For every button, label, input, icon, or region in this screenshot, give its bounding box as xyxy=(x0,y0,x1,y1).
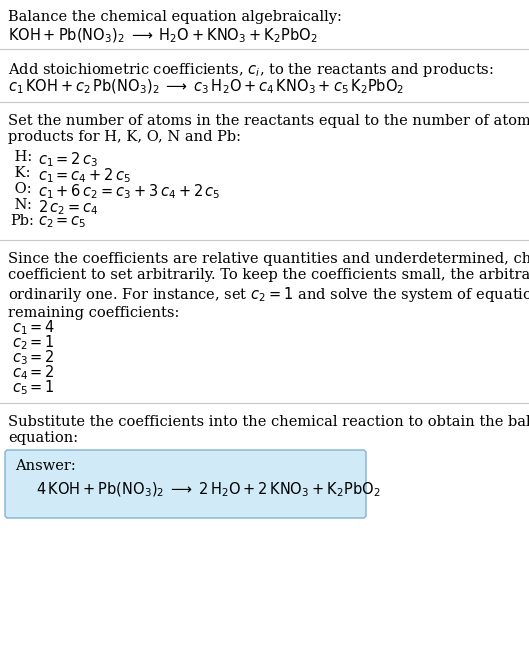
Text: $c_1 + 6\,c_2 = c_3 + 3\,c_4 + 2\,c_5$: $c_1 + 6\,c_2 = c_3 + 3\,c_4 + 2\,c_5$ xyxy=(38,182,221,201)
Text: $c_2 = 1$: $c_2 = 1$ xyxy=(12,333,55,352)
Text: $c_3 = 2$: $c_3 = 2$ xyxy=(12,348,55,367)
Text: $\mathrm{KOH + Pb(NO_3)_2 \;\longrightarrow\; H_2O + KNO_3 + K_2PbO_2}$: $\mathrm{KOH + Pb(NO_3)_2 \;\longrightar… xyxy=(8,27,317,45)
Text: $c_1 = 2\,c_3$: $c_1 = 2\,c_3$ xyxy=(38,150,98,169)
Text: $c_1 = 4$: $c_1 = 4$ xyxy=(12,318,56,337)
FancyBboxPatch shape xyxy=(5,450,366,518)
Text: Pb:: Pb: xyxy=(10,214,34,228)
Text: $c_4 = 2$: $c_4 = 2$ xyxy=(12,363,55,382)
Text: $4\,\mathrm{KOH + Pb(NO_3)_2} \;\longrightarrow\; 2\,\mathrm{H_2O} + 2\,\mathrm{: $4\,\mathrm{KOH + Pb(NO_3)_2} \;\longrig… xyxy=(36,481,380,500)
Text: $c_1\,\mathrm{KOH} + c_2\,\mathrm{Pb(NO_3)_2} \;\longrightarrow\; c_3\,\mathrm{H: $c_1\,\mathrm{KOH} + c_2\,\mathrm{Pb(NO_… xyxy=(8,78,404,97)
Text: $c_1 = c_4 + 2\,c_5$: $c_1 = c_4 + 2\,c_5$ xyxy=(38,166,131,185)
Text: $2\,c_2 = c_4$: $2\,c_2 = c_4$ xyxy=(38,198,98,217)
Text: Substitute the coefficients into the chemical reaction to obtain the balanced
eq: Substitute the coefficients into the che… xyxy=(8,415,529,445)
Text: Balance the chemical equation algebraically:: Balance the chemical equation algebraica… xyxy=(8,10,342,24)
Text: N:: N: xyxy=(10,198,32,212)
Text: Since the coefficients are relative quantities and underdetermined, choose a
coe: Since the coefficients are relative quan… xyxy=(8,252,529,320)
Text: Add stoichiometric coefficients, $c_i$, to the reactants and products:: Add stoichiometric coefficients, $c_i$, … xyxy=(8,61,494,79)
Text: $c_2 = c_5$: $c_2 = c_5$ xyxy=(38,214,87,229)
Text: H:: H: xyxy=(10,150,32,164)
Text: Answer:: Answer: xyxy=(15,459,76,473)
Text: $c_5 = 1$: $c_5 = 1$ xyxy=(12,378,55,397)
Text: K:: K: xyxy=(10,166,31,180)
Text: O:: O: xyxy=(10,182,32,196)
Text: Set the number of atoms in the reactants equal to the number of atoms in the
pro: Set the number of atoms in the reactants… xyxy=(8,114,529,144)
